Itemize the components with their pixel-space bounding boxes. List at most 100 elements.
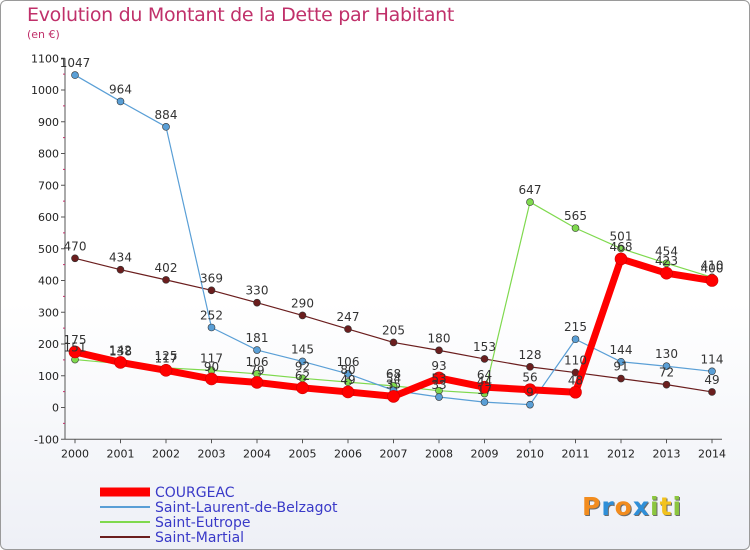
data-label-courgeac: 90 — [204, 360, 219, 374]
data-point-saint-martial — [298, 311, 307, 320]
data-label-courgeac: 93 — [431, 359, 446, 373]
data-point-saint-martial — [344, 325, 352, 333]
data-label-saint-laurent-de-belzagot: 106 — [337, 355, 360, 369]
data-label-courgeac: 48 — [568, 373, 583, 387]
data-point-courgeac — [705, 274, 719, 287]
x-tick-label: 2012 — [607, 447, 635, 460]
data-label-saint-eutrope: 125 — [155, 349, 178, 363]
data-label-saint-laurent-de-belzagot: 114 — [701, 352, 724, 366]
data-label-saint-martial: 49 — [704, 373, 719, 387]
data-point-courgeac — [68, 345, 82, 359]
data-label-courgeac: 35 — [386, 377, 401, 391]
y-tick-label: 800 — [38, 148, 59, 161]
data-label-saint-eutrope: 647 — [519, 183, 542, 197]
y-tick-label: 600 — [38, 211, 59, 224]
proxiti-logo: Proxiti — [582, 492, 682, 521]
x-tick-label: 2010 — [516, 447, 544, 460]
logo-letter: t — [659, 492, 673, 521]
x-tick-label: 2009 — [471, 447, 499, 460]
y-tick-label: 500 — [38, 243, 59, 256]
data-point-saint-laurent-de-belzagot — [526, 400, 534, 409]
data-label-saint-eutrope: 44 — [477, 375, 492, 389]
data-point-saint-laurent-de-belzagot — [344, 370, 352, 378]
data-point-saint-martial — [207, 286, 216, 295]
data-label-saint-laurent-de-belzagot: 33 — [431, 378, 446, 392]
logo-letter: i — [672, 492, 683, 521]
data-point-courgeac — [114, 356, 127, 369]
data-label-courgeac: 49 — [340, 373, 355, 387]
logo-letter: i — [650, 492, 660, 521]
logo-letter: P — [582, 492, 602, 521]
data-point-saint-laurent-de-belzagot — [253, 346, 261, 354]
x-tick-label: 2003 — [198, 447, 226, 460]
data-label-saint-martial: 369 — [200, 271, 223, 285]
data-label-saint-martial: 290 — [291, 296, 314, 310]
data-point-courgeac — [250, 376, 264, 389]
data-point-courgeac — [387, 390, 400, 403]
data-label-saint-martial: 180 — [428, 331, 451, 345]
data-point-saint-martial — [162, 276, 170, 284]
data-label-saint-laurent-de-belzagot: 17 — [477, 383, 492, 397]
x-tick-label: 2001 — [107, 447, 135, 460]
data-point-saint-laurent-de-belzagot — [480, 398, 489, 406]
data-point-saint-laurent-de-belzagot — [617, 357, 625, 366]
data-label-saint-martial: 128 — [519, 348, 542, 362]
x-tick-label: 2008 — [425, 447, 453, 460]
legend-label-saint-laurent-de-belzagot: Saint-Laurent-de-Belzagot — [155, 500, 338, 516]
data-point-courgeac — [432, 371, 446, 385]
x-tick-label: 2006 — [334, 447, 362, 460]
data-label-courgeac: 79 — [249, 363, 264, 377]
legend-label-saint-martial: Saint-Martial — [155, 530, 244, 546]
chart-subtitle: (en €) — [27, 28, 60, 41]
x-tick-label: 2005 — [289, 447, 317, 460]
x-tick-label: 2011 — [562, 447, 590, 460]
data-label-saint-eutrope: 501 — [610, 229, 633, 243]
data-point-saint-martial — [617, 374, 625, 383]
data-point-saint-martial — [435, 346, 443, 355]
data-point-courgeac — [341, 385, 355, 399]
data-point-saint-martial — [526, 363, 534, 371]
data-point-saint-martial — [662, 380, 671, 389]
chart-title: Evolution du Montant de la Dette par Hab… — [27, 4, 455, 26]
legend-label-saint-eutrope: Saint-Eutrope — [155, 515, 251, 531]
data-label-saint-martial: 153 — [473, 340, 496, 354]
data-label-saint-martial: 330 — [246, 284, 269, 298]
data-label-saint-martial: 72 — [659, 366, 674, 380]
data-label-courgeac: 175 — [64, 333, 87, 347]
data-label-courgeac: 64 — [477, 368, 492, 382]
data-label-saint-eutrope: 106 — [246, 355, 269, 369]
data-label-saint-laurent-de-belzagot: 130 — [655, 347, 678, 361]
x-tick-label: 2002 — [152, 447, 180, 460]
data-point-courgeac — [523, 383, 537, 397]
data-label-saint-eutrope: 117 — [200, 351, 223, 365]
y-tick-label: 300 — [38, 306, 59, 319]
data-point-saint-laurent-de-belzagot — [162, 123, 170, 131]
data-point-saint-martial — [71, 254, 79, 263]
data-label-courgeac: 423 — [655, 254, 678, 268]
data-point-saint-martial — [480, 355, 489, 363]
data-point-courgeac — [159, 364, 173, 377]
data-point-saint-laurent-de-belzagot — [708, 367, 716, 376]
data-label-saint-eutrope: 53 — [431, 372, 446, 386]
data-label-courgeac: 56 — [522, 371, 537, 385]
data-point-saint-martial — [389, 338, 398, 347]
data-label-courgeac: 468 — [610, 240, 633, 254]
data-label-saint-laurent-de-belzagot: 145 — [291, 342, 314, 356]
y-tick-label: 1000 — [31, 84, 59, 97]
data-label-saint-eutrope: 138 — [109, 345, 132, 359]
data-point-courgeac — [614, 252, 628, 266]
data-label-saint-martial: 402 — [155, 261, 178, 275]
y-tick-label: 900 — [38, 116, 59, 129]
data-point-saint-martial — [116, 265, 125, 274]
data-label-courgeac: 117 — [155, 351, 178, 365]
data-point-saint-laurent-de-belzagot — [298, 357, 307, 366]
data-label-saint-eutrope: 80 — [340, 363, 355, 377]
data-point-courgeac — [660, 266, 673, 280]
data-point-saint-eutrope — [662, 259, 671, 268]
x-tick-label: 2000 — [61, 447, 89, 460]
data-point-courgeac — [205, 372, 218, 386]
data-point-saint-laurent-de-belzagot — [571, 335, 580, 344]
y-tick-label: 100 — [38, 370, 59, 383]
data-label-saint-eutrope: 565 — [564, 209, 587, 223]
data-point-saint-eutrope — [571, 224, 580, 232]
